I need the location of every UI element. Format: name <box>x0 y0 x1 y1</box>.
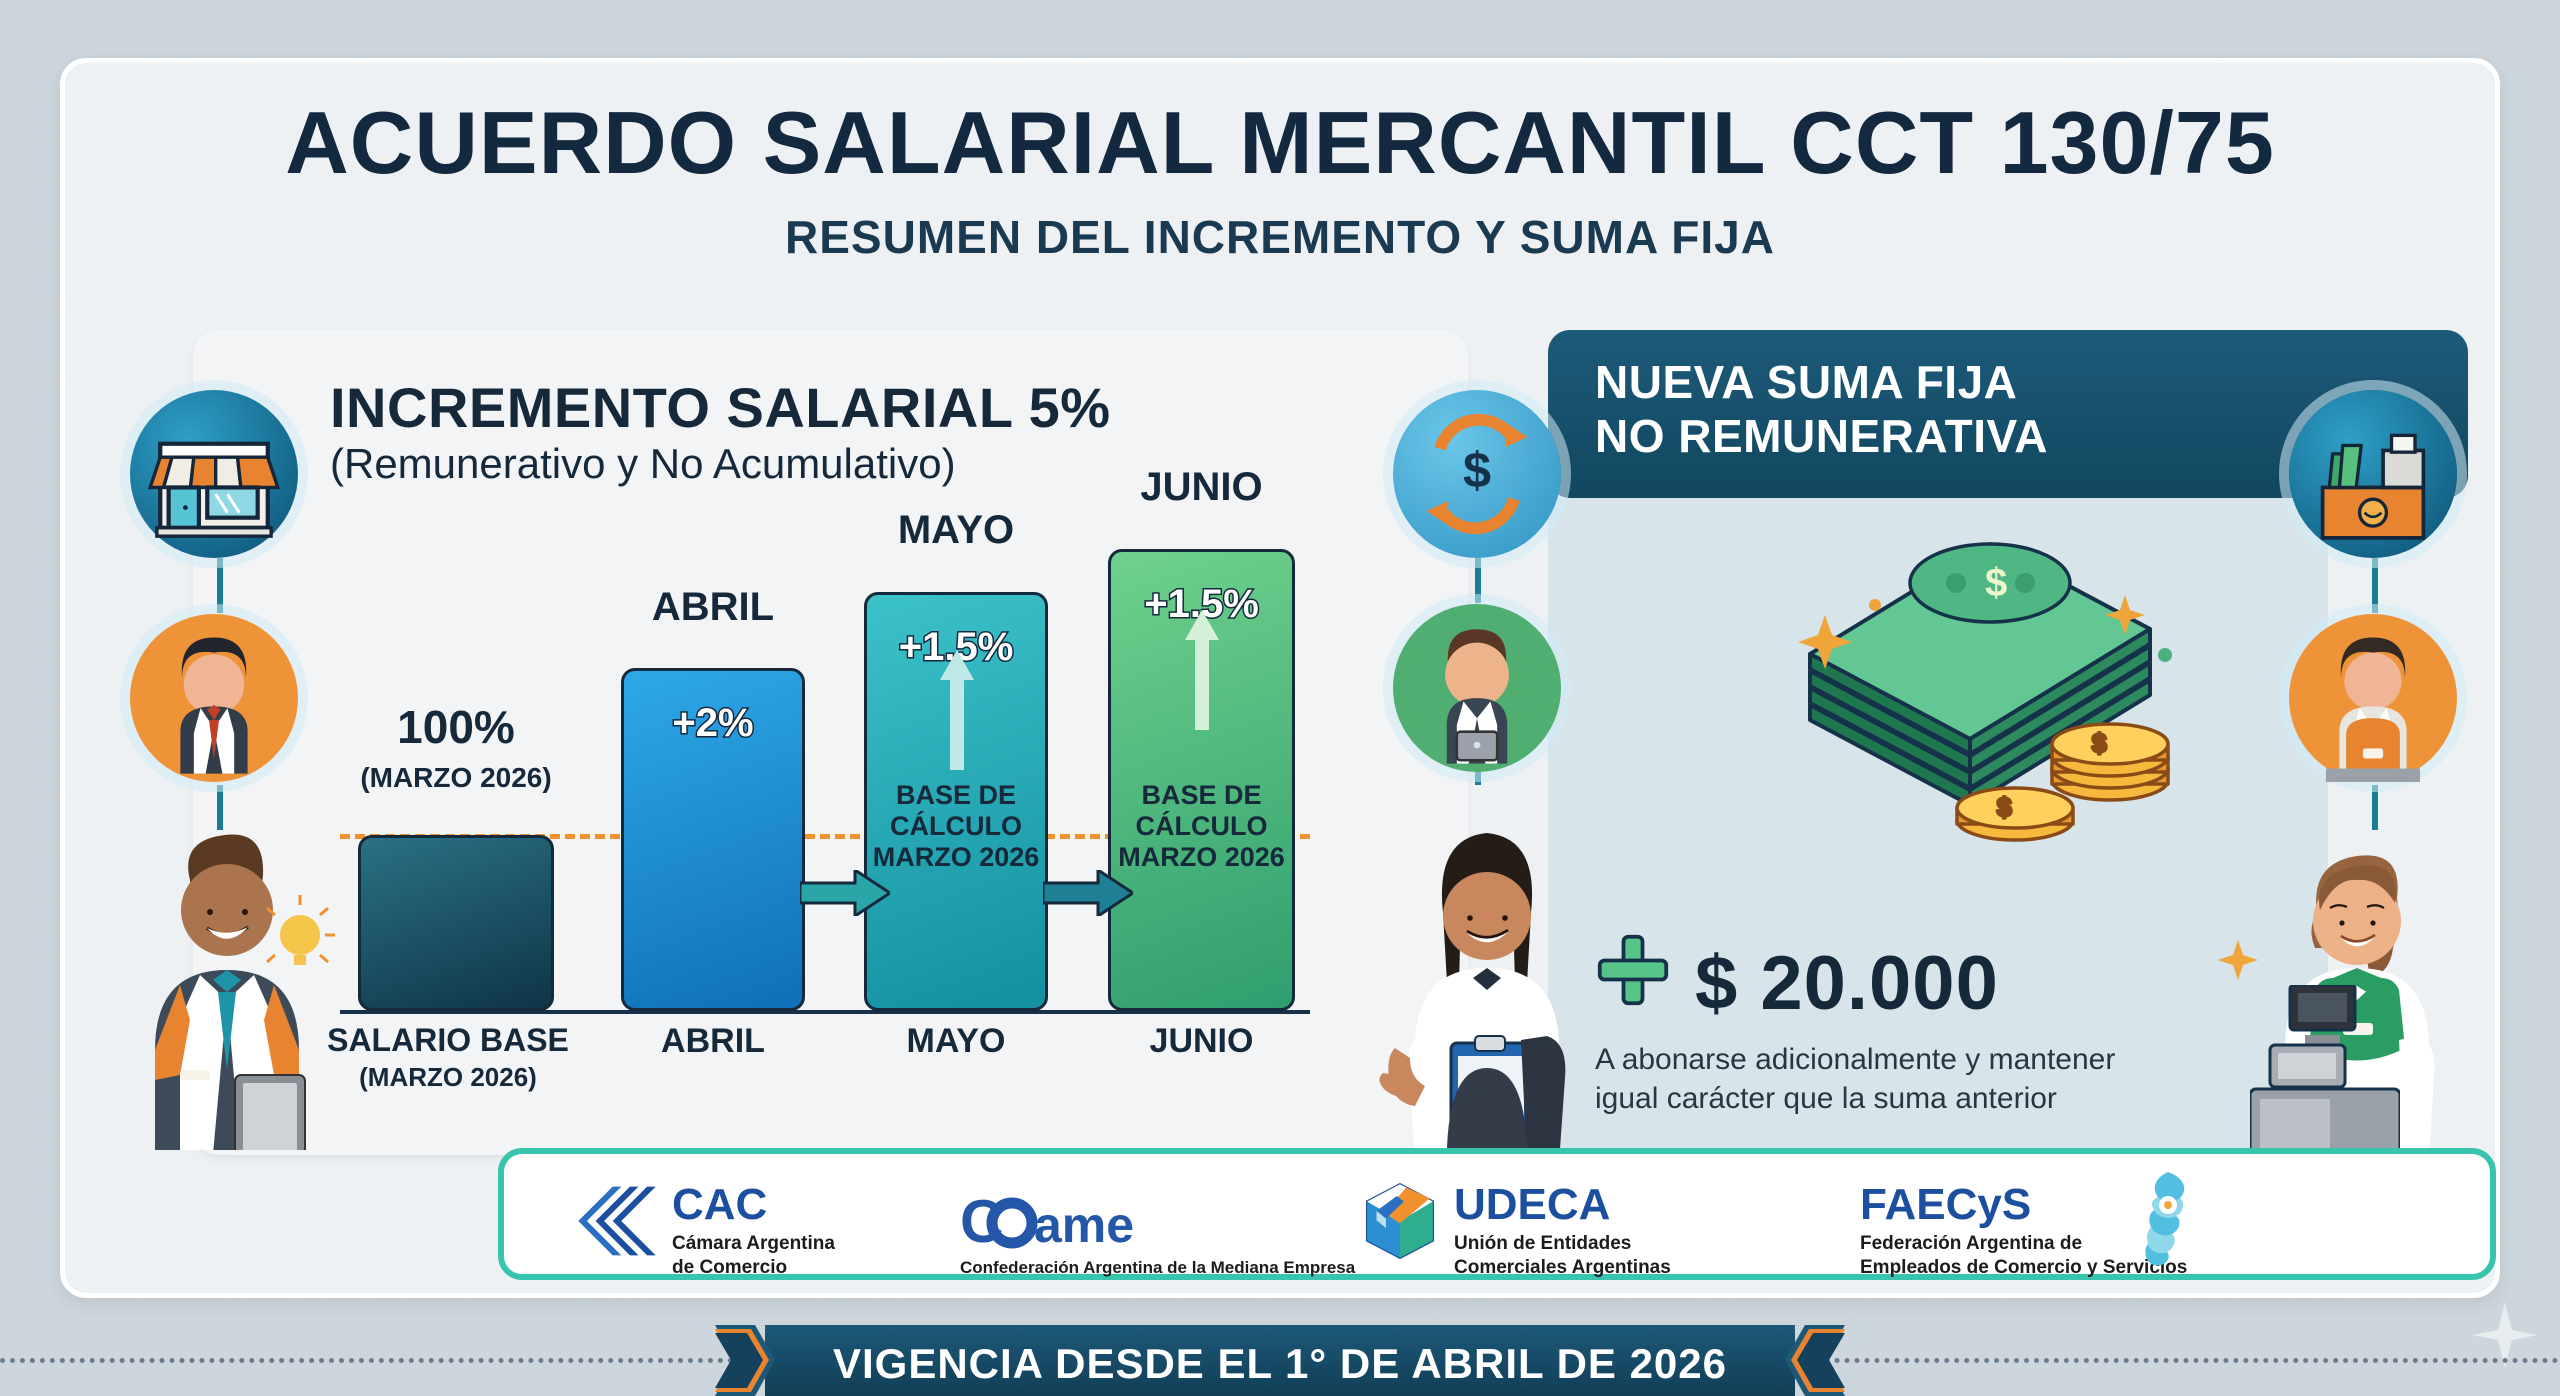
svg-text:$: $ <box>2092 728 2107 758</box>
svg-text:$: $ <box>1997 792 2012 822</box>
svg-text:ame: ame <box>1034 1197 1134 1253</box>
svg-text:$: $ <box>1985 561 2007 605</box>
svg-text:$: $ <box>1463 441 1491 498</box>
